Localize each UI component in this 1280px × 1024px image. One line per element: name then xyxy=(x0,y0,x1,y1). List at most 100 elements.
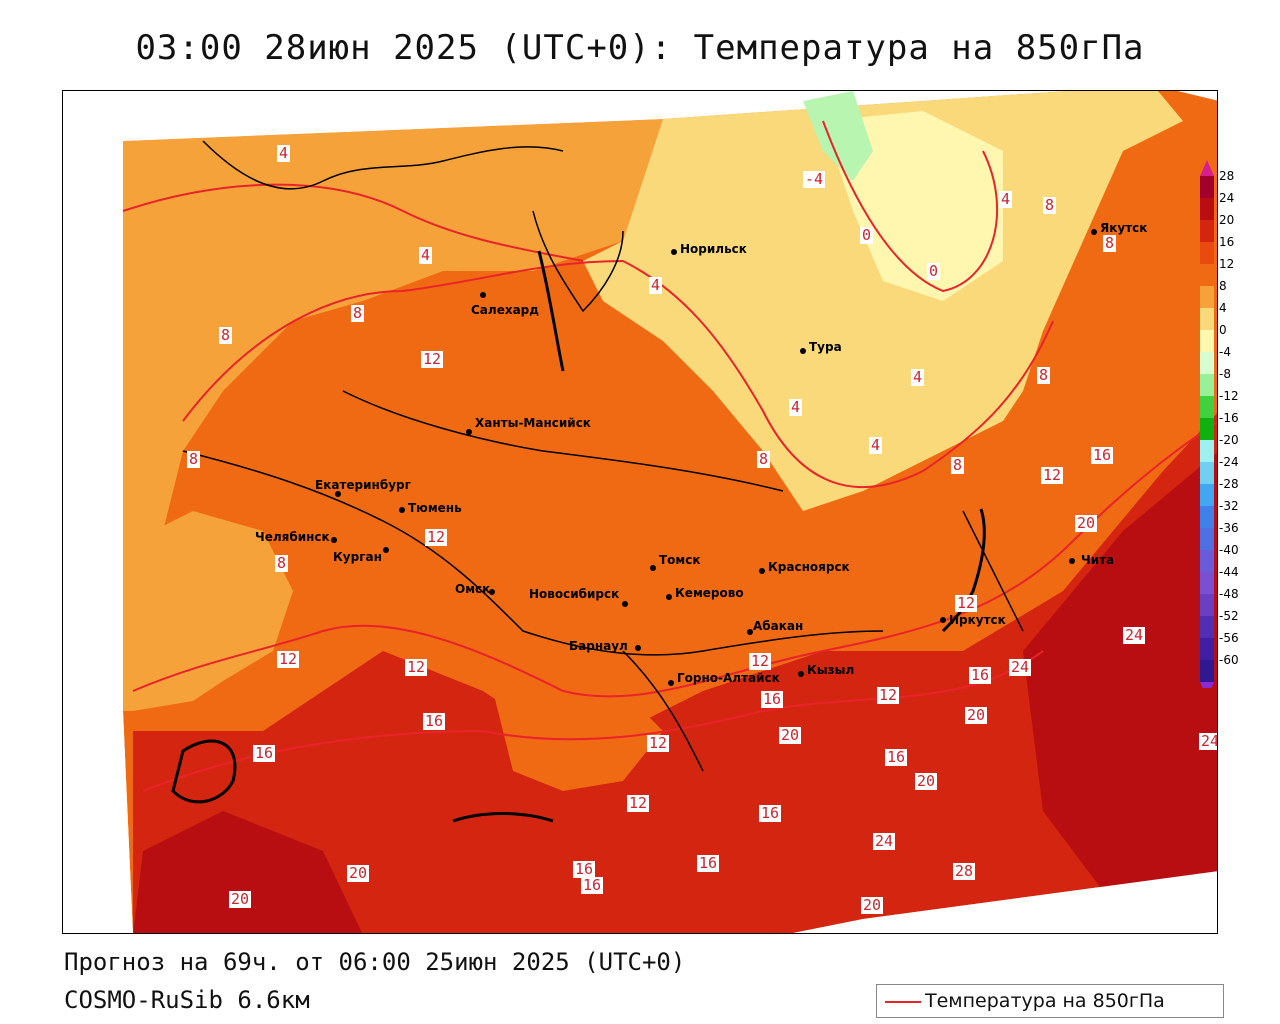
isotherm-label: 12 xyxy=(425,528,448,546)
city-marker-yakutsk xyxy=(1091,229,1097,235)
city-label-irkutsk: Иркутск xyxy=(949,613,1006,627)
city-marker-tyumen xyxy=(399,507,405,513)
isotherm-label: 24 xyxy=(1009,658,1032,676)
colorbar-segment xyxy=(1200,528,1214,550)
outside-domain-w xyxy=(63,141,133,933)
isotherm-label: 12 xyxy=(627,794,650,812)
region-orange-tongue xyxy=(383,631,663,791)
aral-sea xyxy=(452,812,554,823)
isotherm-label: 16 xyxy=(1091,446,1114,464)
colorbar-segment xyxy=(1200,286,1214,308)
outside-domain-se xyxy=(793,871,1217,933)
city-marker-norilsk xyxy=(671,249,677,255)
temperature-map: Норильск Якутск Салехард Тура Ханты-Манс… xyxy=(62,90,1218,934)
city-marker-omsk xyxy=(489,589,495,595)
colorbar-segment xyxy=(1200,616,1214,638)
isotherm-label: 20 xyxy=(779,726,802,744)
colorbar-tick-label: 16 xyxy=(1219,235,1234,249)
colorbar-segment xyxy=(1200,198,1214,220)
isotherm-label: 4 xyxy=(649,276,663,294)
isotherm-label: 12 xyxy=(749,652,772,670)
colorbar-segment xyxy=(1200,308,1214,330)
isotherm-label: 24 xyxy=(873,832,896,850)
city-label-abakan: Абакан xyxy=(753,619,804,633)
city-label-salekhard: Салехард xyxy=(471,303,539,317)
colorbar-tick-label: -36 xyxy=(1219,521,1239,535)
city-marker-kurgan xyxy=(383,547,389,553)
temperature-colorbar: 28 24 20 16 12 8 4 0 -4 -8 -12 -16 -20 -24 -28 -32 -36 -4… xyxy=(1200,160,1239,688)
colorbar-tick-label: -12 xyxy=(1219,389,1239,403)
city-marker-barnaul xyxy=(635,645,641,651)
legend-label: Температура на 850гПа xyxy=(925,990,1165,1012)
colorbar-segment xyxy=(1200,660,1214,682)
colorbar-bottom-arrow xyxy=(1200,682,1214,688)
city-label-gorno-altaysk: Горно-Алтайск xyxy=(677,671,780,685)
city-marker-salekhard xyxy=(480,292,486,298)
isotherm-label: 16 xyxy=(969,666,992,684)
colorbar-tick-label: -16 xyxy=(1219,411,1239,425)
isotherm-label: 16 xyxy=(423,712,446,730)
isotherm-label: 12 xyxy=(421,350,444,368)
isotherm-label: -4 xyxy=(803,170,826,188)
city-label-tomsk: Томск xyxy=(659,553,701,567)
map-canvas xyxy=(63,91,1217,933)
isotherm-label: 16 xyxy=(581,876,604,894)
isotherm-label: 12 xyxy=(1041,466,1064,484)
city-label-tura: Тура xyxy=(809,340,842,354)
city-marker-khanty-mansiysk xyxy=(466,429,472,435)
isotherm-label: 4 xyxy=(869,436,883,454)
isotherm-label: 4 xyxy=(277,144,291,162)
city-marker-tura xyxy=(800,348,806,354)
isotherm-label: 0 xyxy=(860,226,874,244)
city-label-chelyabinsk: Челябинск xyxy=(255,530,330,544)
isotherm-label: 12 xyxy=(405,658,428,676)
isotherm-label: 8 xyxy=(1103,234,1117,252)
isotherm-label: 24 xyxy=(1199,733,1217,750)
isotherm-label: 20 xyxy=(915,772,938,790)
colorbar-tick-label: -24 xyxy=(1219,455,1239,469)
colorbar-tick-label: 20 xyxy=(1219,213,1234,227)
isotherm-label: 4 xyxy=(419,246,433,264)
city-marker-abakan xyxy=(747,629,753,635)
city-marker-kemerovo xyxy=(666,594,672,600)
city-label-omsk: Омск xyxy=(455,582,491,596)
colorbar-segment xyxy=(1200,550,1214,572)
isotherm-label: 20 xyxy=(347,864,370,882)
city-label-yakutsk: Якутск xyxy=(1100,221,1148,235)
colorbar-tick-label: -44 xyxy=(1219,565,1239,579)
city-label-barnaul: Барнаул xyxy=(569,639,628,653)
city-label-norilsk: Норильск xyxy=(680,242,747,256)
colorbar-segment xyxy=(1200,374,1214,396)
city-label-chita: Чита xyxy=(1081,553,1115,567)
colorbar-tick-label: 4 xyxy=(1219,301,1227,315)
colorbar-top-arrow xyxy=(1200,160,1214,176)
isotherm-label: 8 xyxy=(351,304,365,322)
city-marker-kyzyl xyxy=(798,671,804,677)
caspian-sea xyxy=(171,739,237,804)
isotherm-label: 16 xyxy=(573,860,596,878)
city-marker-gorno-altaysk xyxy=(668,680,674,686)
colorbar-tick-label: -8 xyxy=(1219,367,1231,381)
isotherm-label: 20 xyxy=(861,896,884,914)
isotherm-label: 16 xyxy=(761,690,784,708)
colorbar-segment xyxy=(1200,418,1214,440)
colorbar-tick-label: 8 xyxy=(1219,279,1227,293)
isotherm-lines xyxy=(122,120,1217,792)
colorbar-segment xyxy=(1200,396,1214,418)
city-label-novosibirsk: Новосибирск xyxy=(529,587,620,601)
forecast-info: Прогноз на 69ч. от 06:00 25июн 2025 (UTC… xyxy=(64,948,686,976)
isotherm-label: 8 xyxy=(275,554,289,572)
isotherm-label: 8 xyxy=(757,450,771,468)
colorbar-tick-label: -52 xyxy=(1219,609,1239,623)
outside-domain-nw xyxy=(63,91,663,141)
model-name: COSMO-RuSib 6.6км xyxy=(64,986,310,1014)
borders xyxy=(182,140,1024,772)
isotherm-label: 12 xyxy=(647,734,670,752)
city-marker-krasnoyarsk xyxy=(759,568,765,574)
colorbar-segment xyxy=(1200,506,1214,528)
colorbar-tick-label: 28 xyxy=(1219,169,1234,183)
colorbar-segment xyxy=(1200,220,1214,242)
colorbar-tick-label: -48 xyxy=(1219,587,1239,601)
colorbar-tick-label: 24 xyxy=(1219,191,1234,205)
isotherm-label: 16 xyxy=(885,748,908,766)
